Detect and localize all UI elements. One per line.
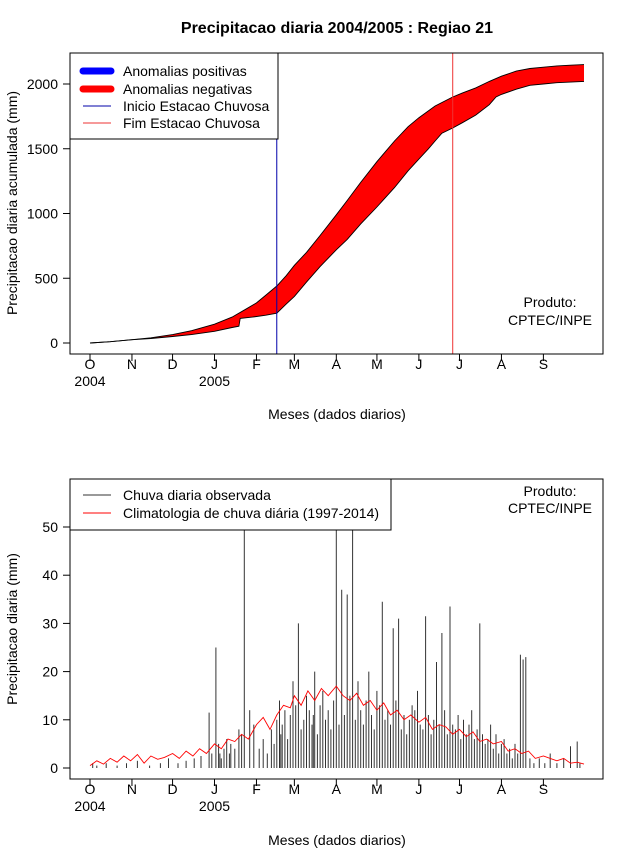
month-label-2: N (127, 781, 137, 797)
month-label-1: A (332, 356, 342, 372)
y-axis-2: 0 10 20 30 40 50 (42, 519, 70, 776)
legend-label-climatology: Climatologia de chuva diária (1997-2014) (123, 505, 379, 521)
month-label-1: J (456, 356, 463, 372)
legend-box-1 (69, 52, 279, 140)
climatology-cumulative-line (89, 64, 585, 344)
month-label-1: F (252, 356, 261, 372)
product-org-2: CPTEC/INPE (508, 500, 592, 516)
x-axis-2: O N D J F M A M J J A S 2004 2005 (74, 779, 548, 814)
x-axis-1: O N D J F M A M J J A S 2004 2005 (74, 354, 548, 389)
product-org-1: CPTEC/INPE (508, 312, 592, 328)
y-tick-label-2: 10 (42, 712, 58, 728)
month-label-1: J (211, 356, 218, 372)
year-label-1: 2005 (199, 373, 230, 389)
observed-cumulative-line (89, 80, 585, 344)
month-label-1: D (167, 356, 177, 372)
y-tick-label-1: 1000 (27, 206, 58, 222)
y-axis-label-1: Precipitacao diaria acumulada (mm) (4, 91, 20, 315)
month-label-1: S (539, 356, 548, 372)
month-label-2: A (497, 781, 507, 797)
month-label-2: S (539, 781, 548, 797)
daily-climatology-line (89, 685, 585, 766)
y-tick-label-2: 30 (42, 615, 58, 631)
legend-label-positive: Anomalias positivas (123, 63, 247, 79)
product-label-1: Produto: (524, 294, 577, 310)
month-label-2: F (252, 781, 261, 797)
y-tick-label-1: 1500 (27, 141, 58, 157)
month-label-2: M (371, 781, 383, 797)
product-label-2: Produto: (524, 483, 577, 499)
y-tick-label-2: 40 (42, 567, 58, 583)
y-tick-label-2: 50 (42, 519, 58, 535)
legend-2: Chuva diaria observada Climatologia de c… (69, 478, 392, 531)
month-label-1: N (127, 356, 137, 372)
year-label-2: 2005 (199, 798, 230, 814)
y-tick-label-1: 0 (50, 335, 58, 351)
year-label-1: 2004 (74, 373, 105, 389)
month-label-1: J (415, 356, 422, 372)
legend-label-observed: Chuva diaria observada (123, 487, 271, 503)
y-tick-label-1: 2000 (27, 76, 58, 92)
month-label-2: J (211, 781, 218, 797)
legend-label-end: Fim Estacao Chuvosa (123, 115, 260, 131)
month-label-2: J (415, 781, 422, 797)
month-label-1: M (371, 356, 383, 372)
month-label-1: A (497, 356, 507, 372)
month-label-2: O (85, 781, 96, 797)
x-axis-label-2: Meses (dados diarios) (268, 832, 406, 848)
month-label-2: D (167, 781, 177, 797)
y-tick-label-2: 20 (42, 664, 58, 680)
month-label-2: M (289, 781, 301, 797)
month-label-2: J (456, 781, 463, 797)
month-label-2: A (332, 781, 342, 797)
daily-rain-bars (92, 527, 581, 768)
legend-label-negative: Anomalias negativas (123, 81, 252, 97)
y-axis-1: 0 500 1000 1500 2000 (27, 76, 70, 351)
year-label-2: 2004 (74, 798, 105, 814)
legend-label-start: Inicio Estacao Chuvosa (123, 98, 270, 114)
y-tick-label-2: 0 (50, 760, 58, 776)
month-label-1: O (85, 356, 96, 372)
x-axis-label-1: Meses (dados diarios) (268, 406, 406, 422)
y-tick-label-1: 500 (35, 270, 59, 286)
y-axis-label-2: Precipitacao diaria (mm) (4, 553, 20, 705)
legend-1: Anomalias positivas Anomalias negativas … (69, 52, 279, 140)
legend-box-2 (69, 478, 392, 531)
chart-title: Precipitacao diaria 2004/2005 : Regiao 2… (181, 20, 493, 37)
month-label-1: M (289, 356, 301, 372)
